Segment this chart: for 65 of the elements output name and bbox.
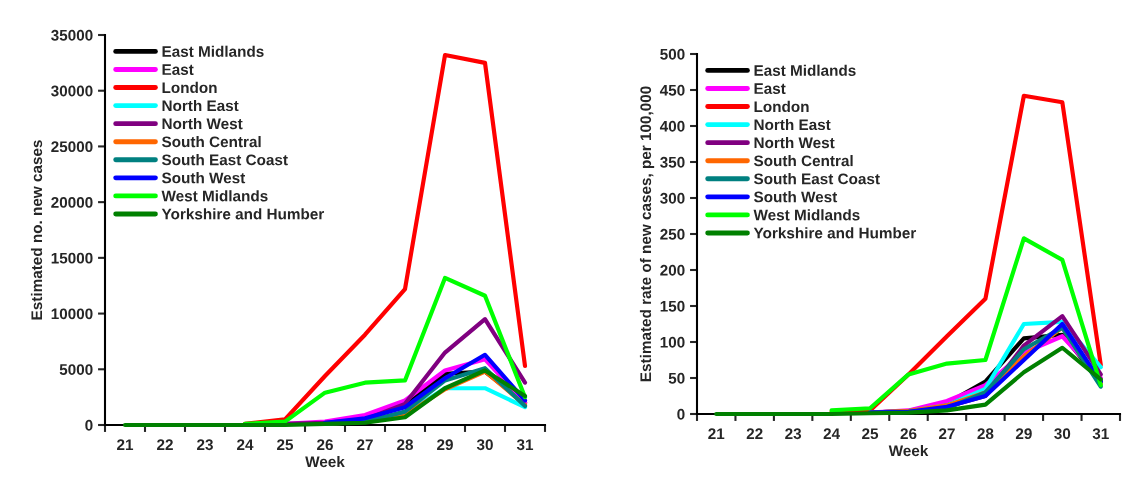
y-axis-title: Estimated rate of new cases, per 100,000 [639, 86, 655, 382]
legend-label: Yorkshire and Humber [753, 227, 917, 239]
x-tick-label: 24 [823, 428, 841, 439]
legend-label: North East [162, 99, 239, 112]
legend-label: London [162, 81, 217, 94]
legend-label: South Central [753, 155, 853, 167]
x-tick-label: 22 [746, 428, 763, 439]
legend-label: South East Coast [161, 154, 288, 166]
x-tick-label: 28 [977, 428, 994, 440]
x-tick-label: 31 [516, 439, 534, 451]
x-tick-label: 31 [1092, 428, 1109, 440]
legend-label: London [754, 100, 809, 113]
x-tick-label: 24 [237, 439, 254, 450]
y-tick-label: 150 [660, 300, 685, 312]
y-tick-label: 20000 [51, 197, 93, 208]
y-tick-label: 200 [660, 264, 685, 276]
x-tick-label: 25 [862, 428, 879, 440]
y-tick-label: 100 [660, 336, 685, 348]
legend-label: West Midlands [161, 190, 268, 202]
y-tick-label: 0 [85, 419, 93, 431]
y-tick-label: 5000 [59, 364, 93, 375]
y-tick-label: 300 [660, 192, 685, 204]
x-tick-label: 26 [317, 439, 333, 451]
y-tick-label: 25000 [51, 141, 93, 153]
x-tick-label: 26 [900, 428, 917, 440]
x-tick-label: 23 [785, 428, 802, 440]
legend-label: North West [754, 136, 835, 149]
x-tick-label: 29 [1015, 428, 1032, 440]
y-tick-label: 15000 [51, 252, 93, 264]
x-tick-label: 29 [437, 439, 453, 451]
y-tick-label: 0 [677, 408, 685, 420]
legend-label: East Midlands [162, 45, 264, 57]
y-tick-label: 450 [659, 84, 685, 96]
legend-label: South West [161, 172, 246, 184]
y-tick-label: 30000 [51, 85, 93, 97]
legend-label: East [754, 83, 786, 94]
legend-label: North West [162, 117, 243, 130]
y-tick-label: 35000 [51, 29, 93, 41]
y-tick-label: 400 [659, 120, 685, 132]
x-tick-label: 28 [397, 439, 414, 451]
x-tick-label: 30 [1054, 428, 1071, 440]
x-tick-label: 21 [708, 428, 725, 439]
legend-label: North East [754, 118, 831, 131]
y-tick-label: 250 [660, 228, 685, 240]
y-axis-title: Estimated no. new cases [30, 140, 43, 320]
legend-label: Yorkshire and Humber [161, 208, 325, 220]
x-tick-label: 30 [476, 439, 493, 451]
y-tick-label: 500 [660, 48, 685, 60]
legend-label: South West [753, 191, 838, 203]
x-tick-label: 27 [938, 428, 955, 439]
legend-label: East [162, 64, 194, 75]
x-tick-label: 25 [277, 439, 294, 451]
y-tick-label: 10000 [51, 308, 93, 320]
x-tick-label: 27 [357, 439, 373, 450]
x-axis-title: Week [305, 455, 345, 468]
y-tick-label: 50 [668, 372, 685, 384]
y-tick-label: 350 [660, 156, 685, 168]
x-tick-label: 21 [117, 439, 134, 450]
legend-label: West Midlands [753, 209, 860, 221]
x-axis-title: Week [888, 444, 929, 457]
legend-label: South Central [161, 136, 261, 148]
legend-label: East Midlands [754, 64, 856, 76]
legend-label: South East Coast [753, 173, 880, 185]
x-tick-label: 22 [157, 439, 173, 450]
x-tick-label: 23 [197, 439, 213, 451]
